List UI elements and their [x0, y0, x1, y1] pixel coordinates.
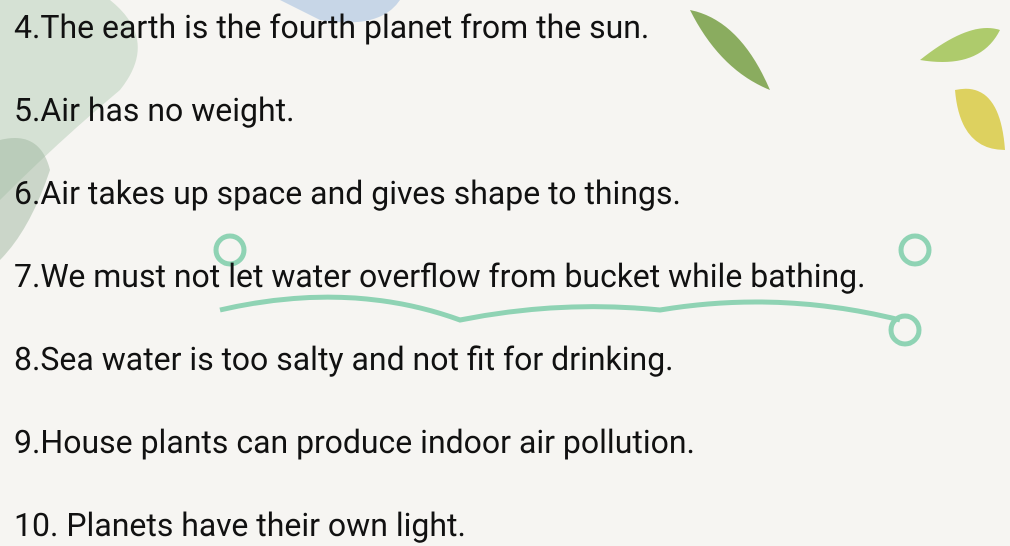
leaf: [690, 10, 770, 90]
page: html, body { margin: 0; padding: 0; } bo…: [0, 0, 1010, 546]
statement: 4.The earth is the fourth planet from th…: [14, 7, 649, 47]
leaf: [955, 89, 1005, 150]
statement: 7.We must not let water overflow from bu…: [14, 256, 866, 296]
leaf: [920, 28, 1000, 62]
page-body: {"statements": [ "4.The earth is the fou…: [0, 0, 1010, 546]
ornament: [901, 236, 929, 264]
statement: 10. Planets have their own light.: [14, 505, 466, 545]
ornament: [891, 316, 919, 344]
statement: 6.Air takes up space and gives shape to …: [14, 173, 681, 213]
ornament: [220, 297, 900, 320]
statement: 5.Air has no weight.: [14, 90, 295, 130]
statement: 9.House plants can produce indoor air po…: [14, 422, 695, 462]
statement: 8.Sea water is too salty and not fit for…: [14, 339, 674, 379]
